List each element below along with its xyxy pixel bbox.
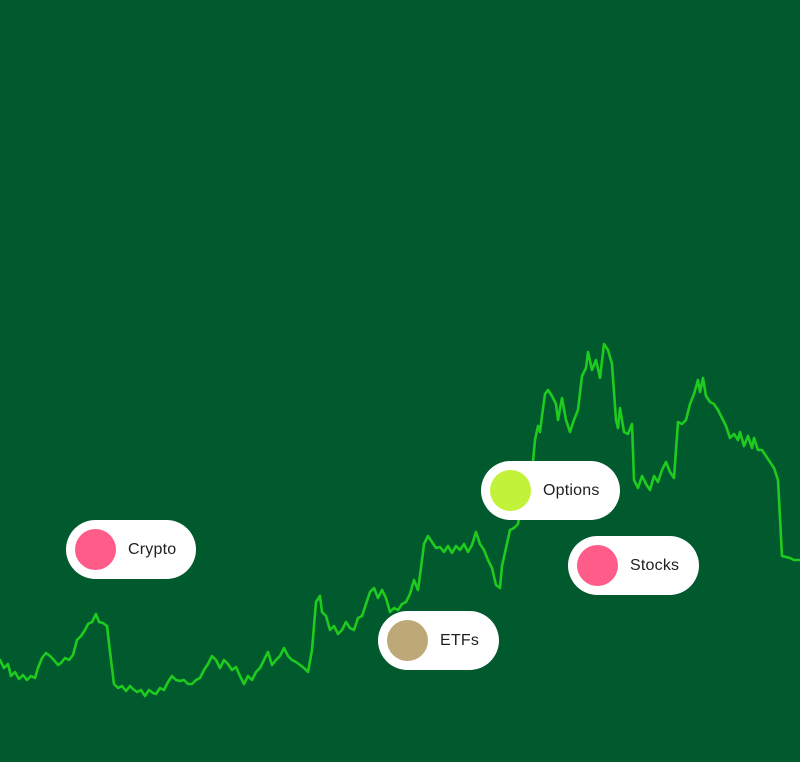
etfs-color-dot	[387, 620, 428, 661]
price-line	[0, 342, 800, 698]
etfs-chip[interactable]: ETFs	[378, 611, 500, 670]
crypto-label: Crypto	[128, 540, 177, 558]
stocks-label: Stocks	[630, 556, 680, 574]
stocks-chip[interactable]: Stocks	[568, 536, 700, 595]
stocks-color-dot	[577, 545, 618, 586]
options-color-dot	[490, 470, 531, 511]
etfs-label: ETFs	[440, 631, 480, 649]
crypto-color-dot	[75, 529, 116, 570]
options-label: Options	[543, 481, 600, 499]
options-chip[interactable]: Options	[481, 461, 620, 520]
crypto-chip[interactable]: Crypto	[66, 520, 197, 579]
